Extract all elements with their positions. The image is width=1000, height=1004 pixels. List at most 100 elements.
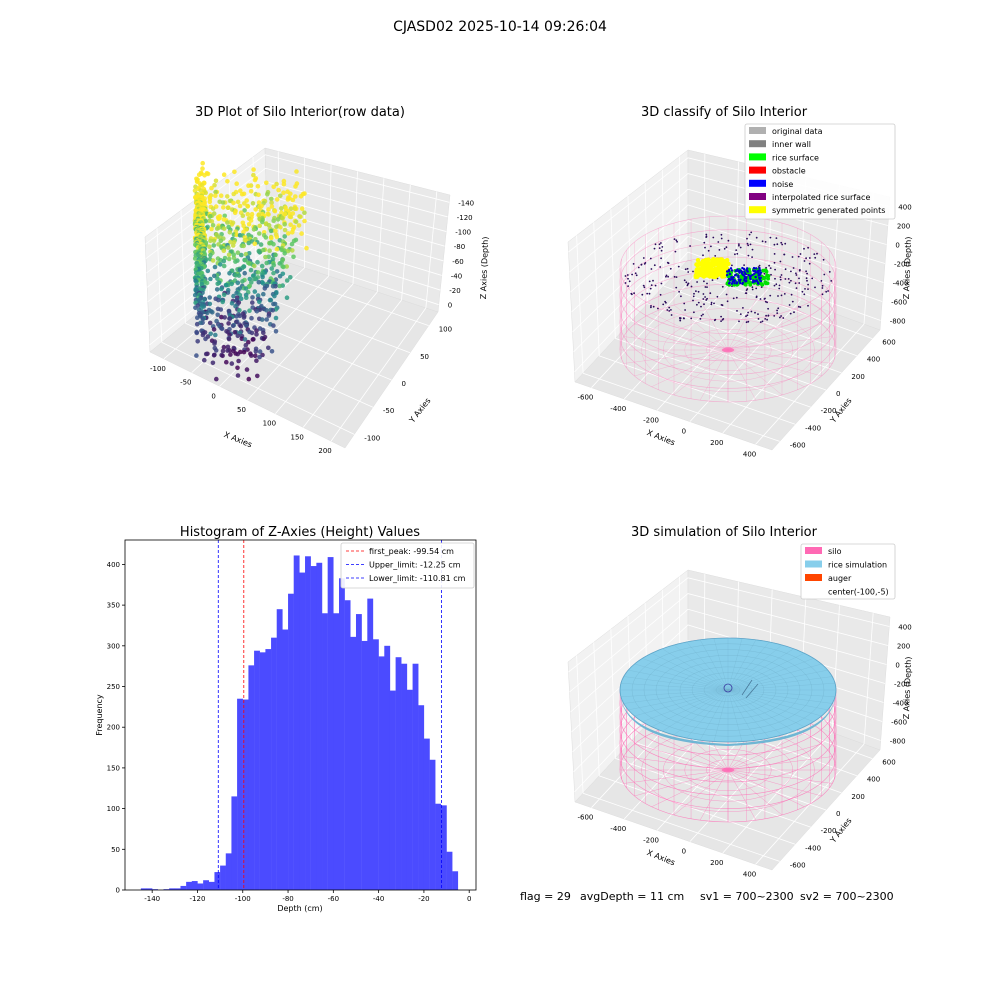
classify-interp-point	[693, 296, 695, 298]
classify-legend-box	[745, 124, 895, 219]
classify-noise-point	[745, 280, 747, 282]
classify-interp-point	[829, 271, 831, 273]
raw-point	[253, 178, 258, 183]
classify-interp-point	[774, 278, 776, 280]
classify-interp-point	[679, 320, 681, 322]
classify-interp-point	[625, 282, 627, 284]
simulation-legend-label: silo	[828, 547, 842, 556]
raw-point	[282, 234, 287, 239]
classify-interp-point	[776, 237, 778, 239]
classify-interp-point	[649, 281, 651, 283]
classify-interp-point	[655, 243, 657, 245]
raw-point	[256, 184, 261, 189]
classify-interp-point	[785, 268, 787, 270]
classify-interp-point	[796, 287, 798, 289]
classify-noise-point	[733, 282, 735, 284]
classify-legend-swatch	[749, 127, 766, 134]
classify-interp-point	[712, 279, 714, 281]
classify-symmetric-point	[705, 270, 709, 274]
classify-legend-label: rice surface	[772, 153, 819, 162]
classify-interp-point	[785, 278, 787, 280]
histogram-bar	[390, 691, 396, 890]
classify-noise-point	[729, 273, 731, 275]
raw-point	[204, 352, 209, 357]
histogram-bar	[418, 705, 424, 890]
classify-legend-swatch	[749, 140, 766, 147]
simulation-xtick-label: -600	[577, 814, 593, 822]
classify-interp-point	[740, 313, 742, 315]
classify-interp-point	[690, 318, 692, 320]
raw-ytick-label: 100	[439, 326, 452, 334]
classify-legend-label: noise	[772, 180, 793, 189]
classify-interp-point	[779, 317, 781, 319]
raw-ztick-label: -120	[457, 214, 473, 222]
classify-interp-point	[698, 291, 700, 293]
classify-interp-point	[821, 280, 823, 282]
simulation-ztick-label: 400	[898, 624, 911, 632]
classify-interp-point	[713, 303, 715, 305]
raw-point	[252, 264, 257, 269]
raw-point	[212, 243, 217, 248]
raw-point	[273, 209, 278, 214]
raw-point	[195, 331, 200, 336]
raw-point	[247, 308, 252, 313]
histogram-bar	[271, 638, 277, 890]
classify-interp-point	[777, 307, 779, 309]
raw-point	[241, 213, 246, 218]
classify-noise-point	[744, 272, 746, 274]
classify-interp-point	[765, 241, 767, 243]
classify-interp-point	[670, 268, 672, 270]
classify-zlabel: Z Axies (Depth)	[902, 236, 913, 299]
classify-interp-point	[684, 309, 686, 311]
simulation-xtick-label: -400	[610, 825, 626, 833]
raw-point	[224, 283, 229, 288]
histogram-bar	[265, 649, 271, 890]
raw-point	[278, 194, 283, 199]
classify-interp-point	[809, 257, 811, 259]
raw-point	[213, 265, 218, 270]
raw-xtick-label: -100	[150, 365, 166, 373]
raw-point	[259, 242, 264, 247]
histogram-bar	[288, 594, 294, 890]
classify-interp-point	[747, 245, 749, 247]
classify-interp-point	[651, 284, 653, 286]
raw-point	[212, 341, 217, 346]
classify-interp-point	[768, 315, 770, 317]
classify-noise-point	[731, 269, 733, 271]
histogram-xtick-label: 0	[467, 895, 471, 903]
histogram-xlabel: Depth (cm)	[277, 904, 322, 913]
raw-point	[257, 300, 262, 305]
raw-point	[215, 282, 220, 287]
raw-ztick-label: -100	[455, 229, 471, 237]
raw-ztick-label: 0	[448, 302, 452, 310]
classify-xtick-label: 200	[710, 439, 723, 447]
classify-interp-point	[736, 297, 738, 299]
classify-noise-point	[757, 274, 759, 276]
raw-point	[208, 239, 213, 244]
classify-interp-point	[704, 296, 706, 298]
classify-interp-point	[703, 280, 705, 282]
classify-interp-point	[764, 318, 766, 320]
raw-point	[282, 182, 287, 187]
classify-legend-swatch	[749, 167, 766, 174]
raw-point	[264, 317, 269, 322]
simulation-ytick-label: 0	[836, 810, 840, 818]
raw-point	[253, 242, 258, 247]
raw-point	[239, 253, 244, 258]
classify-interp-point	[710, 246, 712, 248]
raw-point	[279, 206, 284, 211]
classify-interp-point	[803, 293, 805, 295]
classify-interp-point	[798, 282, 800, 284]
classify-interp-point	[643, 257, 645, 259]
classify-legend-label: obstacle	[772, 167, 806, 176]
classify-interp-point	[811, 278, 813, 280]
raw-point	[244, 343, 249, 348]
raw-point	[286, 231, 291, 236]
classify-interp-point	[720, 316, 722, 318]
classify-symmetric-point	[701, 272, 705, 276]
raw-point	[222, 264, 227, 269]
classify-interp-point	[748, 255, 750, 257]
histogram-xtick-label: -140	[144, 895, 160, 903]
raw-point	[293, 184, 298, 189]
classify-interp-point	[698, 302, 700, 304]
